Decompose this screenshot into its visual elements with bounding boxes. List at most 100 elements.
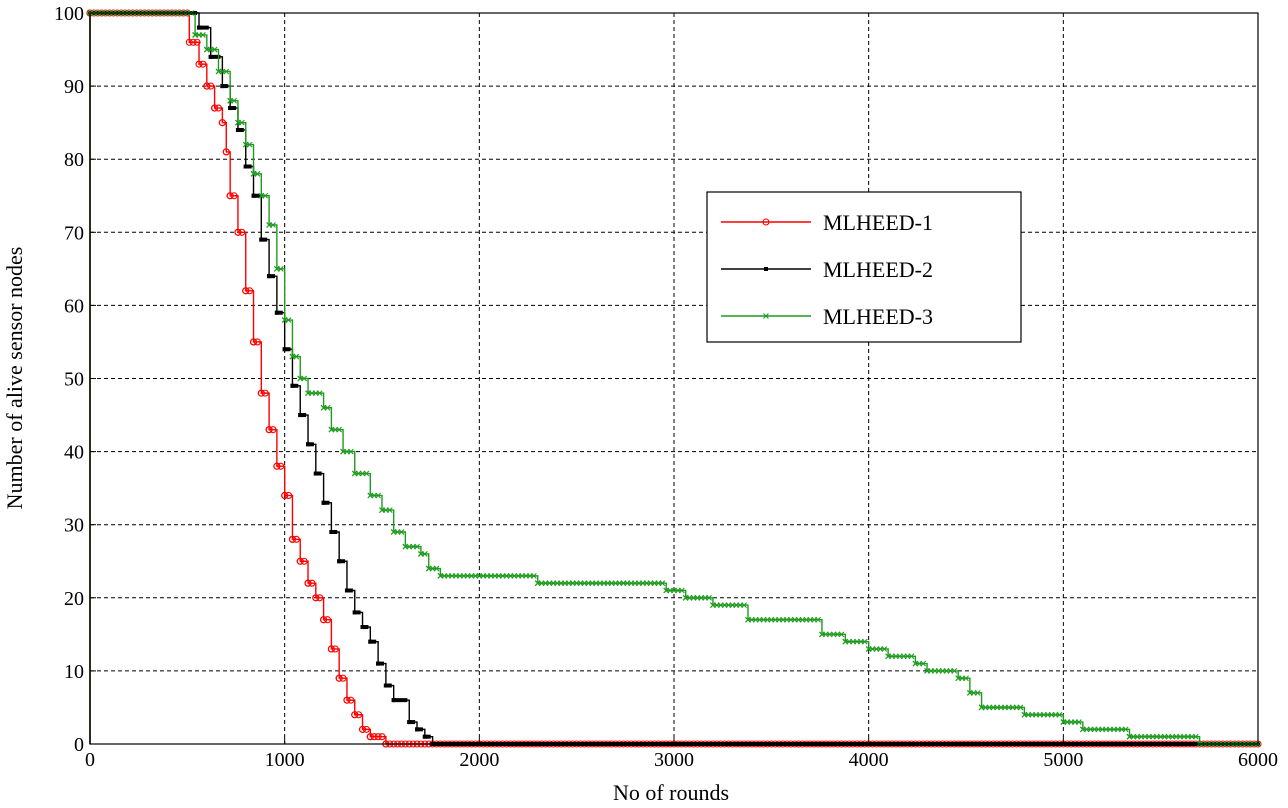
data-point xyxy=(374,733,382,741)
legend-label: MLHEED-3 xyxy=(823,304,933,329)
data-point xyxy=(269,426,277,434)
data-point xyxy=(189,38,197,46)
data-point xyxy=(741,602,747,608)
data-point xyxy=(220,84,225,89)
data-point xyxy=(292,535,300,543)
data-point xyxy=(304,579,312,587)
data-point xyxy=(347,696,355,704)
data-point xyxy=(313,471,318,476)
data-point xyxy=(838,631,845,638)
data-point xyxy=(218,119,226,127)
data-point xyxy=(398,529,405,535)
data-point xyxy=(301,375,308,382)
data-point xyxy=(199,60,207,68)
data-point xyxy=(356,610,361,615)
data-point xyxy=(290,383,295,388)
data-point xyxy=(226,192,234,200)
data-point xyxy=(391,698,396,703)
data-point xyxy=(242,287,250,295)
data-point xyxy=(294,383,299,388)
data-point xyxy=(327,645,335,653)
data-point xyxy=(247,164,252,169)
data-point xyxy=(302,413,307,418)
data-point xyxy=(274,310,279,315)
data-point xyxy=(951,668,958,674)
data-point xyxy=(253,338,261,346)
data-point xyxy=(372,639,377,644)
data-point xyxy=(337,559,342,564)
data-point xyxy=(360,625,365,630)
data-point xyxy=(265,426,273,434)
data-point xyxy=(339,674,347,682)
data-point xyxy=(195,60,203,68)
series-mlheed-3 xyxy=(87,10,1261,747)
data-point xyxy=(223,68,230,75)
x-axis-ticks: 0 1000 2000 3000 4000 5000 6000 xyxy=(85,738,1278,771)
data-point xyxy=(881,646,888,652)
data-point xyxy=(411,720,416,725)
data-point xyxy=(344,588,349,593)
data-point xyxy=(288,535,297,543)
data-point xyxy=(197,25,202,30)
data-point xyxy=(309,442,314,447)
y-tick-label: 70 xyxy=(64,222,84,244)
data-point xyxy=(234,228,242,236)
legend-label: MLHEED-1 xyxy=(823,210,933,235)
y-axis-label: Number of alive sensor nodes xyxy=(2,247,27,510)
x-tick-label: 5000 xyxy=(1043,749,1083,771)
data-point xyxy=(348,588,353,593)
data-point xyxy=(200,32,206,38)
data-point xyxy=(325,500,330,505)
data-point xyxy=(222,148,230,156)
data-point xyxy=(208,54,213,59)
x-tick-label: 2000 xyxy=(459,749,499,771)
data-point xyxy=(329,530,334,535)
y-axis-ticks: 0 10 20 30 40 50 60 70 80 90 100 xyxy=(54,3,96,756)
data-point xyxy=(316,594,324,602)
data-point xyxy=(239,127,244,132)
data-point xyxy=(224,84,229,89)
data-point xyxy=(204,25,209,30)
data-point xyxy=(366,733,374,741)
data-point xyxy=(336,426,343,433)
data-point xyxy=(421,551,428,557)
data-point xyxy=(351,711,359,719)
data-point xyxy=(200,25,205,30)
data-point xyxy=(262,192,269,199)
data-point xyxy=(246,287,254,295)
data-point xyxy=(386,507,393,513)
x-tick-label: 6000 xyxy=(1238,749,1278,771)
series-line xyxy=(89,12,1258,745)
data-point xyxy=(363,470,370,477)
y-tick-label: 0 xyxy=(74,734,84,756)
data-point xyxy=(343,696,351,704)
series-line xyxy=(89,12,1258,745)
data-point xyxy=(1122,726,1129,733)
data-point xyxy=(286,347,291,352)
data-point xyxy=(232,106,237,111)
y-tick-label: 30 xyxy=(64,515,84,537)
data-point xyxy=(300,557,308,565)
data-point xyxy=(211,46,218,53)
data-point xyxy=(376,661,381,666)
legend-item: MLHEED-1 xyxy=(721,210,933,235)
data-point xyxy=(364,625,369,630)
data-point xyxy=(974,689,981,696)
legend-item: MLHEED-3 xyxy=(721,304,933,329)
y-tick-label: 50 xyxy=(64,369,84,391)
data-point xyxy=(678,587,685,594)
legend-label: MLHEED-2 xyxy=(823,257,933,282)
y-tick-label: 40 xyxy=(64,442,84,464)
data-point xyxy=(285,317,292,323)
data-point xyxy=(415,727,420,732)
data-point xyxy=(278,310,283,315)
data-point xyxy=(333,530,338,535)
y-tick-label: 20 xyxy=(64,588,84,610)
x-tick-label: 3000 xyxy=(654,749,694,771)
data-point xyxy=(230,192,238,200)
data-point xyxy=(214,104,223,112)
data-point xyxy=(261,389,269,397)
data-point xyxy=(395,698,400,703)
grid-lines xyxy=(90,13,1258,744)
data-point xyxy=(255,193,260,198)
